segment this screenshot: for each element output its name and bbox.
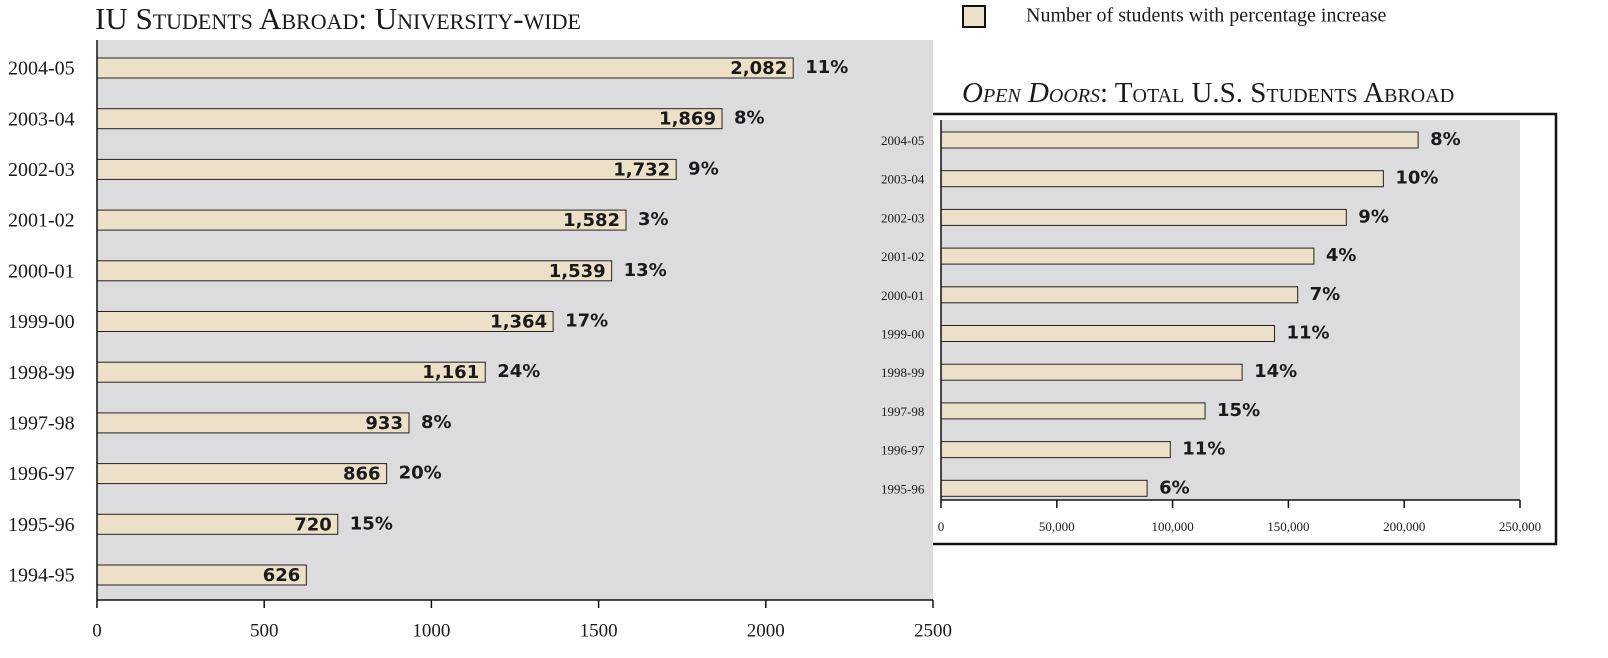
bar: [96, 412, 410, 434]
percent-label: 3%: [638, 209, 669, 230]
percent-label: 4%: [1326, 245, 1357, 266]
percent-label: 9%: [1358, 206, 1389, 227]
bar: [96, 260, 613, 282]
bar: [96, 108, 723, 130]
percent-label: 17%: [565, 311, 608, 332]
bar: [940, 208, 1347, 226]
category-label: 1995-96: [881, 481, 925, 496]
percent-label: 6%: [1159, 477, 1190, 498]
x-tick-label: 0: [92, 620, 102, 641]
x-tick-label: 250,000: [1499, 519, 1541, 534]
percent-label: 11%: [1182, 439, 1225, 460]
value-label: 1,539: [549, 261, 606, 282]
value-label: 2,082: [730, 58, 787, 79]
x-tick-label: 150,000: [1267, 519, 1309, 534]
category-label: 1996-97: [8, 463, 75, 485]
category-label: 1996-97: [881, 443, 925, 458]
x-tick-label: 1000: [412, 620, 450, 641]
bar: [940, 170, 1384, 188]
x-tick-label: 2500: [914, 620, 952, 641]
category-label: 2002-03: [881, 210, 924, 225]
percent-label: 11%: [805, 57, 848, 78]
percent-label: 14%: [1254, 361, 1297, 382]
category-label: 2002-03: [8, 159, 75, 181]
bar: [96, 158, 677, 180]
x-tick-label: 500: [250, 620, 279, 641]
bar: [940, 325, 1276, 342]
bar: [96, 209, 627, 231]
category-label: 2001-02: [881, 249, 924, 264]
value-label: 720: [294, 514, 332, 535]
x-tick-label: 1500: [580, 620, 618, 641]
value-label: 1,364: [490, 312, 547, 333]
category-label: 1999-00: [881, 326, 924, 341]
bar: [940, 131, 1419, 149]
x-tick-label: 2000: [747, 620, 785, 641]
percent-label: 13%: [624, 260, 667, 281]
category-label: 1999-00: [8, 311, 75, 333]
category-label: 1998-99: [8, 362, 75, 384]
x-tick-label: 0: [938, 519, 945, 534]
bar: [940, 247, 1315, 265]
bar: [940, 286, 1299, 304]
category-label: 2004-05: [881, 133, 924, 148]
percent-label: 7%: [1310, 284, 1341, 305]
percent-label: 15%: [1217, 400, 1260, 421]
category-label: 1998-99: [881, 365, 924, 380]
value-label: 1,869: [659, 109, 716, 130]
bar: [940, 479, 1148, 497]
x-tick-label: 50,000: [1039, 519, 1075, 534]
category-label: 1995-96: [8, 514, 75, 536]
category-label: 2000-01: [881, 288, 924, 303]
value-label: 1,732: [613, 159, 670, 180]
category-label: 2004-05: [8, 58, 75, 80]
category-label: 1997-98: [881, 404, 924, 419]
bar: [96, 311, 554, 332]
x-tick-label: 200,000: [1383, 519, 1425, 534]
chart-title-italic: Open Doors: [962, 77, 1100, 109]
category-label: 2000-01: [8, 260, 75, 282]
legend-swatch: [962, 5, 986, 28]
bar: [940, 441, 1171, 459]
percent-label: 8%: [734, 108, 765, 129]
x-tick-label: 100,000: [1151, 519, 1193, 534]
bar: [940, 402, 1206, 420]
chart-title: IU Students Abroad: University-wide: [95, 1, 581, 36]
chart-title: Open Doors: Total U.S. Students Abroad: [962, 77, 1454, 109]
category-label: 1997-98: [8, 412, 75, 434]
category-label: 2001-02: [8, 210, 75, 232]
bar: [96, 57, 794, 79]
category-label: 2003-04: [8, 108, 75, 130]
percent-label: 8%: [1430, 129, 1461, 150]
value-label: 866: [343, 464, 381, 485]
percent-label: 8%: [421, 412, 452, 433]
percent-label: 15%: [350, 513, 393, 534]
category-label: 1994-95: [8, 565, 75, 587]
percent-label: 10%: [1395, 168, 1438, 189]
value-label: 1,582: [563, 210, 620, 231]
chart-title-rest: : Total U.S. Students Abroad: [1100, 77, 1454, 109]
bar: [940, 363, 1243, 381]
legend-label: Number of students with percentage incre…: [1026, 5, 1387, 27]
percent-label: 20%: [399, 463, 442, 484]
category-label: 2003-04: [881, 172, 925, 187]
percent-label: 11%: [1287, 323, 1330, 344]
value-label: 626: [263, 565, 301, 586]
percent-label: 9%: [688, 158, 719, 179]
value-label: 933: [365, 413, 403, 434]
percent-label: 24%: [497, 361, 540, 382]
value-label: 1,161: [422, 362, 479, 383]
